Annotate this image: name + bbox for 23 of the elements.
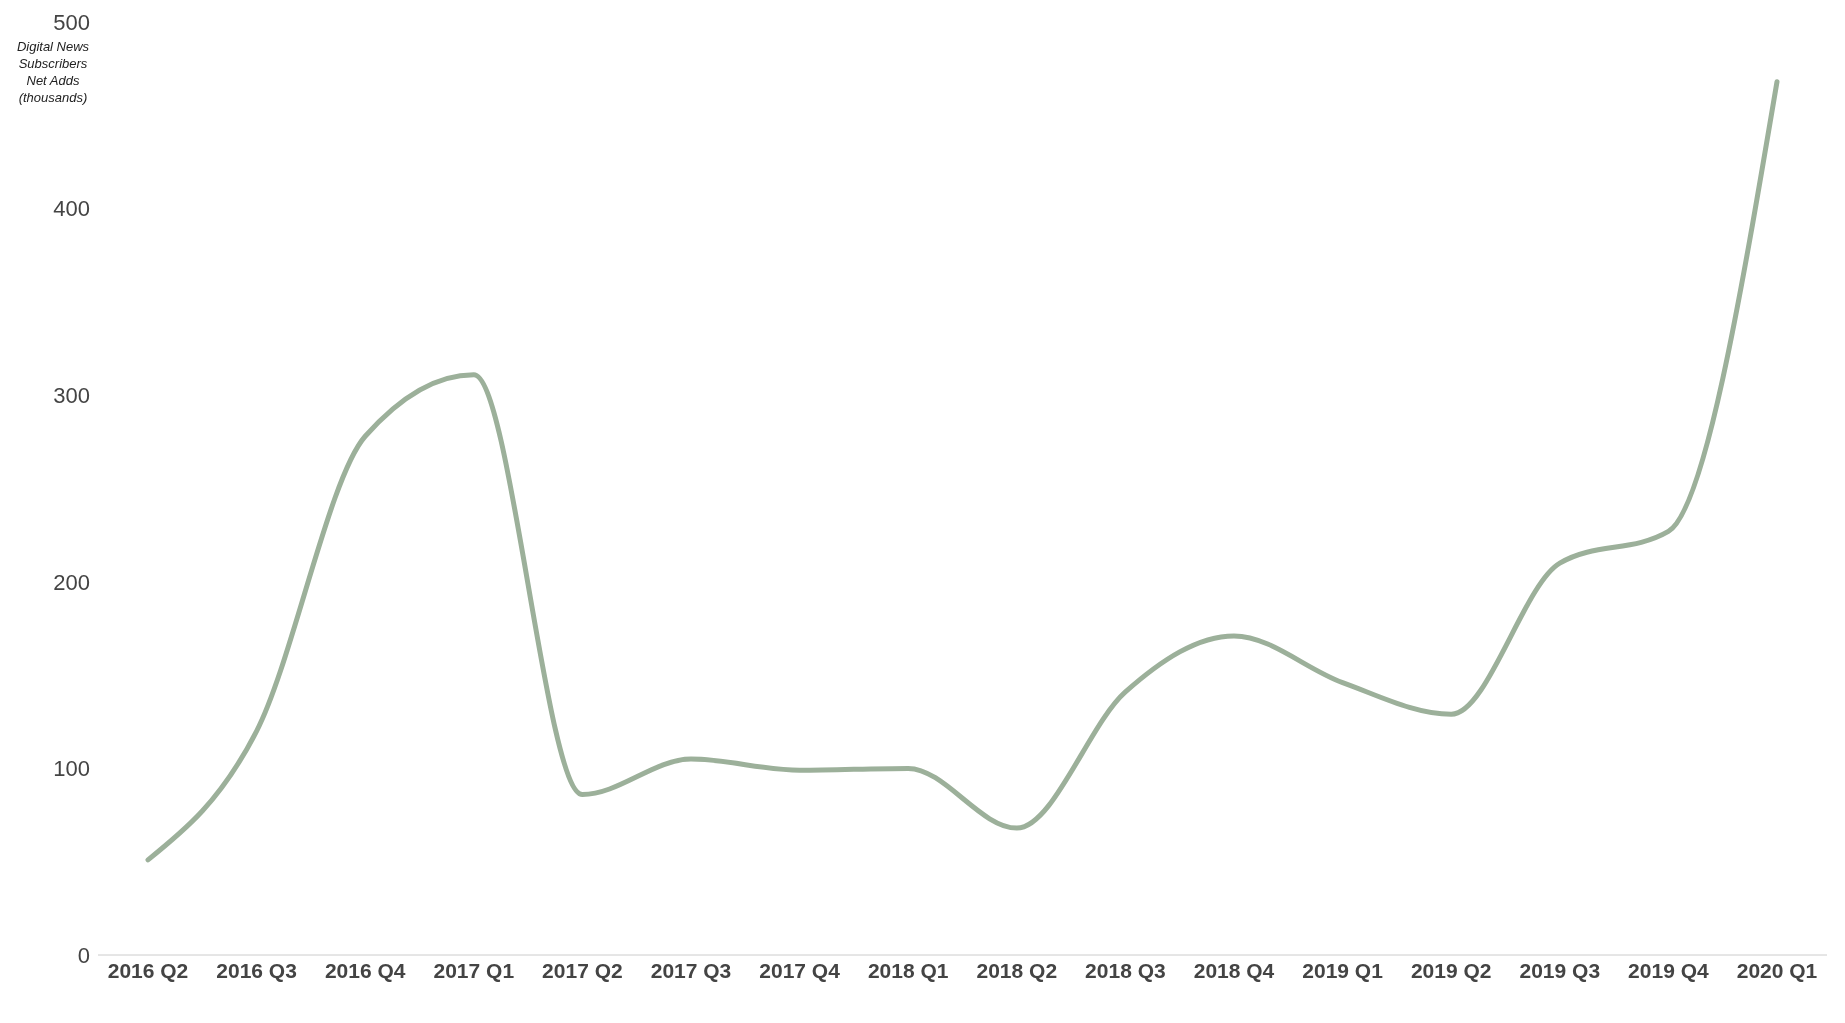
x-tick-label: 2017 Q2 bbox=[542, 958, 623, 982]
x-tick-label: 2016 Q2 bbox=[107, 958, 189, 982]
y-tick-label: 200 bbox=[53, 569, 90, 595]
x-tick-label: 2019 Q3 bbox=[1519, 958, 1601, 982]
x-tick-label: 2019 Q1 bbox=[1302, 958, 1384, 982]
y-tick-label: 0 bbox=[77, 942, 90, 968]
x-tick-label: 2018 Q4 bbox=[1193, 958, 1275, 982]
x-tick-label: 2016 Q3 bbox=[216, 958, 297, 982]
x-tick-label: 2016 Q4 bbox=[324, 958, 406, 982]
y-tick-label: 300 bbox=[53, 383, 90, 409]
x-tick-label: 2017 Q4 bbox=[759, 958, 841, 982]
x-tick-label: 2018 Q2 bbox=[976, 958, 1058, 982]
x-tick-label: 2017 Q1 bbox=[433, 958, 515, 982]
y-tick-label: 500 bbox=[53, 9, 90, 35]
x-tick-label: 2018 Q3 bbox=[1085, 958, 1166, 982]
x-tick-label: 2018 Q1 bbox=[867, 958, 949, 982]
x-tick-label: 2019 Q2 bbox=[1410, 958, 1492, 982]
y-tick-label: 100 bbox=[53, 756, 90, 782]
y-tick-label: 400 bbox=[53, 196, 90, 222]
x-tick-label: 2019 Q4 bbox=[1628, 958, 1709, 982]
y-axis-title: Digital News Subscribers Net Adds (thousands) bbox=[15, 38, 91, 106]
x-tick-label: 2020 Q1 bbox=[1736, 958, 1818, 982]
x-tick-label: 2017 Q3 bbox=[650, 958, 732, 982]
